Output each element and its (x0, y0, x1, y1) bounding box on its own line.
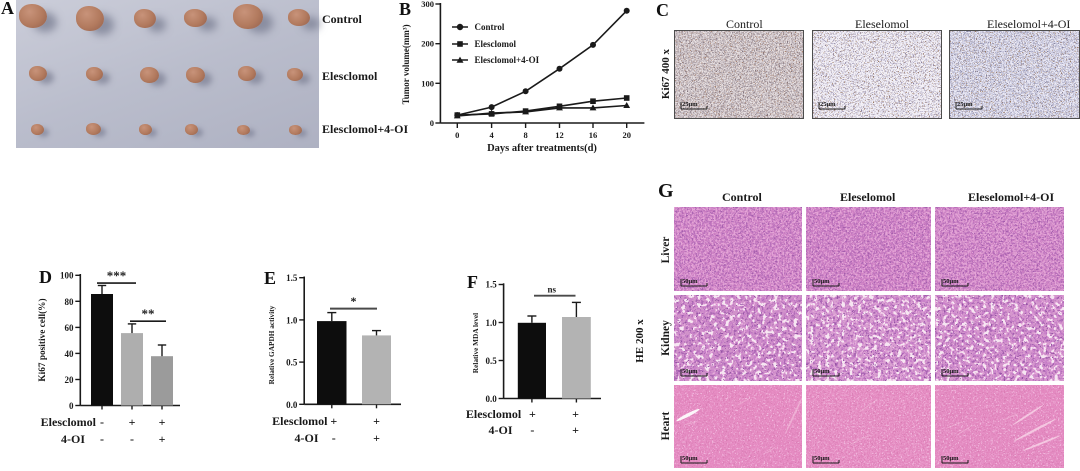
svg-text:40: 40 (65, 349, 75, 359)
svg-text:25μm: 25μm (957, 101, 973, 108)
svg-text:50μm: 50μm (682, 278, 698, 285)
svg-text:-: - (130, 432, 134, 446)
svg-text:-: - (530, 423, 534, 437)
svg-text:**: ** (142, 306, 155, 321)
svg-text:300: 300 (421, 0, 434, 9)
svg-text:Elesclomol: Elesclomol (466, 407, 522, 421)
svg-text:+: + (159, 415, 166, 429)
svg-text:100: 100 (60, 270, 74, 280)
svg-text:25μm: 25μm (820, 101, 836, 108)
svg-text:1.0: 1.0 (486, 318, 498, 328)
svg-text:Relative MDA level: Relative MDA level (471, 313, 480, 373)
svg-text:60: 60 (65, 323, 75, 333)
svg-text:1.5: 1.5 (486, 280, 498, 290)
svg-text:+: + (373, 431, 380, 445)
svg-text:+: + (330, 414, 337, 428)
svg-text:0.5: 0.5 (486, 356, 498, 366)
svg-text:25μm: 25μm (682, 101, 698, 108)
svg-text:+: + (529, 407, 536, 421)
svg-text:20: 20 (622, 130, 631, 140)
svg-text:Ki67 positive cell(%): Ki67 positive cell(%) (37, 298, 48, 381)
svg-text:Elesclomol: Elesclomol (272, 414, 328, 428)
svg-text:12: 12 (555, 130, 564, 140)
svg-text:80: 80 (65, 297, 75, 307)
svg-text:-: - (100, 415, 104, 429)
svg-text:50μm: 50μm (814, 368, 830, 375)
svg-text:50μm: 50μm (943, 278, 959, 285)
svg-text:0: 0 (69, 401, 74, 411)
svg-text:Elesclomol: Elesclomol (475, 39, 517, 49)
svg-text:0.5: 0.5 (286, 358, 298, 368)
svg-text:50μm: 50μm (682, 455, 698, 462)
svg-text:Days after treatments(d): Days after treatments(d) (487, 143, 597, 154)
svg-text:Elesclomol+4-OI: Elesclomol+4-OI (475, 55, 540, 65)
svg-text:50μm: 50μm (943, 368, 959, 375)
svg-text:16: 16 (589, 130, 598, 140)
svg-text:4-OI: 4-OI (61, 432, 85, 446)
svg-text:-: - (332, 431, 336, 445)
svg-text:*: * (351, 294, 357, 308)
svg-text:Elesclomol: Elesclomol (41, 415, 97, 429)
svg-text:ns: ns (548, 285, 557, 295)
svg-text:+: + (572, 423, 579, 437)
svg-text:***: *** (107, 268, 127, 283)
svg-text:50μm: 50μm (682, 368, 698, 375)
svg-text:0.0: 0.0 (286, 400, 298, 410)
svg-text:+: + (373, 414, 380, 428)
svg-text:-: - (100, 432, 104, 446)
svg-text:0: 0 (455, 130, 459, 140)
svg-text:Control: Control (475, 22, 505, 32)
svg-text:1.5: 1.5 (286, 273, 298, 283)
svg-text:4: 4 (489, 130, 494, 140)
svg-text:1.0: 1.0 (286, 315, 298, 325)
svg-text:8: 8 (523, 130, 527, 140)
svg-text:+: + (129, 415, 136, 429)
svg-text:4-OI: 4-OI (295, 431, 319, 445)
svg-text:+: + (572, 407, 579, 421)
svg-text:50μm: 50μm (943, 455, 959, 462)
svg-text:4-OI: 4-OI (489, 423, 513, 437)
svg-text:+: + (159, 432, 166, 446)
svg-text:Relative GAPDH activity: Relative GAPDH activity (267, 305, 276, 384)
svg-text:100: 100 (421, 78, 434, 88)
svg-text:200: 200 (421, 39, 434, 49)
svg-text:0.0: 0.0 (486, 394, 498, 404)
svg-text:20: 20 (65, 375, 75, 385)
svg-text:0: 0 (430, 118, 434, 128)
svg-text:50μm: 50μm (814, 455, 830, 462)
svg-text:Tumor volume(mm³): Tumor volume(mm³) (401, 24, 411, 104)
svg-text:50μm: 50μm (814, 278, 830, 285)
